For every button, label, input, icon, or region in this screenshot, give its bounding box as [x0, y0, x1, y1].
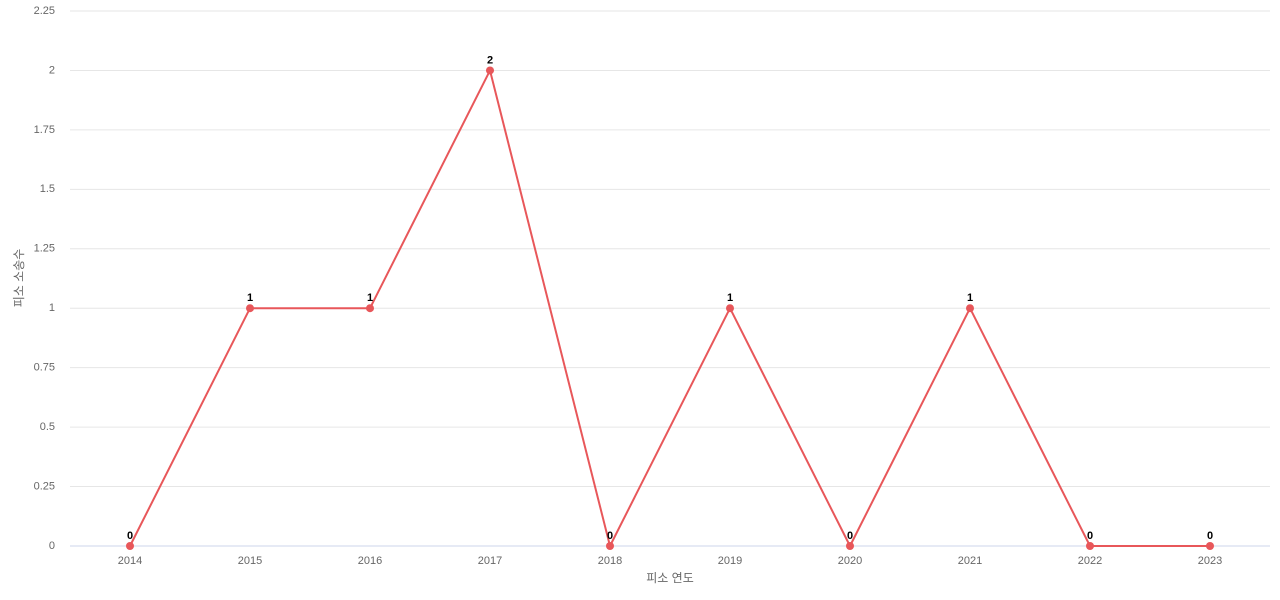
point	[846, 542, 854, 550]
data-label: 2	[487, 54, 493, 66]
y-tick-label: 0.25	[34, 480, 55, 492]
y-tick-label: 1.75	[34, 124, 55, 136]
point	[1086, 542, 1094, 550]
point	[1206, 542, 1214, 550]
data-label: 1	[367, 292, 373, 304]
x-tick-label: 2021	[958, 555, 982, 567]
x-axis-title: 피소 연도	[646, 571, 694, 585]
x-tick-label: 2016	[358, 555, 382, 567]
point	[126, 542, 134, 550]
y-tick-label: 1.25	[34, 243, 55, 255]
data-label: 1	[247, 292, 253, 304]
data-label: 0	[127, 530, 133, 542]
x-tick-label: 2020	[838, 555, 862, 567]
point	[246, 304, 254, 313]
data-label: 0	[607, 530, 613, 542]
x-tick-label: 2018	[598, 555, 622, 567]
data-label: 0	[1087, 530, 1093, 542]
line	[129, 67, 1210, 549]
point	[366, 304, 374, 313]
x-tick-label: 2019	[718, 555, 742, 567]
point	[486, 66, 494, 75]
data-label: 1	[967, 292, 973, 304]
y-tick-label: 2.25	[34, 5, 55, 17]
y-tick-label: 0	[49, 540, 55, 552]
x-tick-label: 2023	[1198, 555, 1222, 567]
point	[606, 542, 614, 550]
y-tick-label: 0.75	[34, 362, 55, 374]
data-label: 1	[727, 292, 733, 304]
x-tick-label: 2022	[1078, 555, 1102, 567]
y-tick-label: 2	[49, 64, 55, 76]
point	[966, 304, 974, 313]
data-label: 0	[1207, 530, 1213, 542]
data-label: 0	[847, 530, 853, 542]
y-tick-label: 1.5	[40, 183, 55, 195]
y-axis-title: 피소 소송수	[12, 249, 26, 308]
y-tick-label: 0.5	[40, 421, 55, 433]
x-tick-label: 2015	[238, 555, 262, 567]
y-tick-label: 1	[49, 302, 55, 314]
point	[726, 304, 734, 313]
x-tick-label: 2017	[478, 555, 502, 567]
x-tick-label: 2014	[118, 555, 142, 567]
